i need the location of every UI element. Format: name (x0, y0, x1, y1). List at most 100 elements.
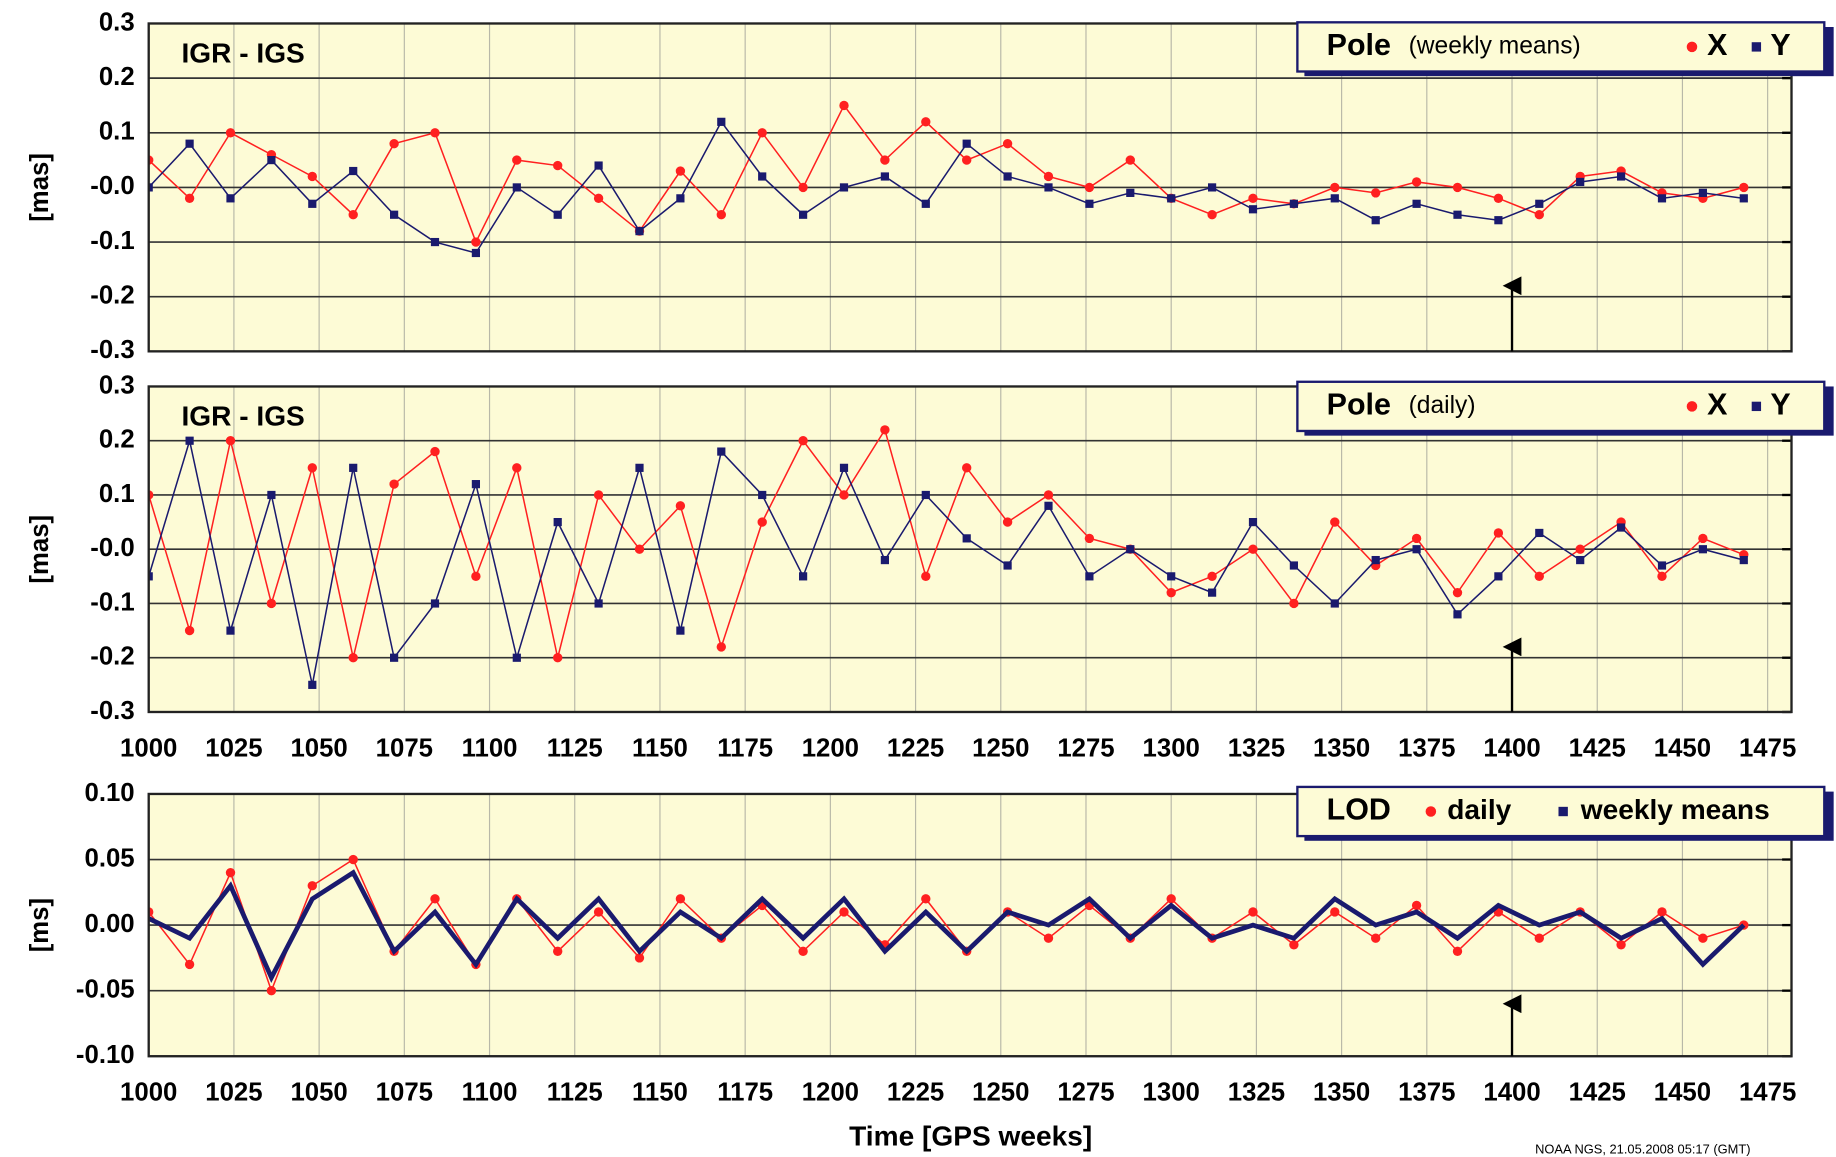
data-point (390, 210, 399, 219)
data-point (839, 490, 849, 500)
x-tick-label: 1250 (972, 1079, 1029, 1107)
data-point (184, 959, 195, 970)
data-point (185, 139, 194, 148)
data-point (226, 626, 235, 635)
plot-data (148, 854, 1749, 996)
data-point (267, 490, 276, 500)
legend-subtitle: (weekly means) (1409, 32, 1581, 59)
data-point (349, 166, 358, 176)
data-point (1085, 572, 1094, 581)
data-point (1371, 933, 1381, 943)
data-point (1330, 599, 1339, 608)
data-point (348, 653, 358, 663)
data-point (430, 237, 440, 247)
data-point (1739, 555, 1748, 565)
legend-marker (1686, 401, 1698, 412)
data-point (185, 436, 194, 445)
legend-marker (1686, 41, 1698, 53)
data-point (307, 171, 317, 182)
data-point (349, 463, 358, 472)
data-point (1167, 572, 1176, 581)
data-point (676, 626, 685, 635)
x-tick-label: 1350 (1313, 1079, 1370, 1107)
y-tick-label: -0.2 (90, 643, 134, 671)
x-tick-label: 1025 (205, 734, 262, 762)
data-point (1575, 544, 1585, 554)
y-tick-label: -0.10 (76, 1041, 135, 1069)
y-tick-label: -0.1 (90, 227, 134, 255)
data-point (1043, 171, 1054, 182)
data-point (1412, 545, 1421, 554)
data-point (390, 653, 399, 662)
x-tick-label: 1200 (802, 734, 859, 762)
data-point (225, 436, 236, 446)
y-tick-label: 0.1 (99, 118, 135, 146)
data-point (1248, 205, 1258, 214)
x-tick-label: 1200 (802, 1079, 859, 1107)
legend-box (1296, 21, 1826, 73)
data-point (593, 907, 604, 917)
annotation: IGR - IGS (181, 38, 304, 69)
data-point (675, 894, 686, 904)
legend-marker (1558, 806, 1568, 817)
data-point (430, 599, 440, 608)
data-point (1248, 518, 1258, 527)
data-point (1289, 940, 1299, 950)
annotation: IGR - IGS (181, 401, 304, 432)
y-tick-label: 0.2 (99, 63, 135, 91)
data-point (184, 625, 195, 636)
x-tick-label: 1150 (632, 1079, 688, 1107)
data-point (267, 155, 276, 165)
data-point (308, 199, 317, 208)
x-tick-label: 1175 (717, 1079, 773, 1107)
data-point (184, 193, 195, 204)
data-point (1044, 501, 1053, 510)
data-point (1371, 555, 1380, 565)
data-point (1535, 528, 1544, 538)
data-point (225, 867, 236, 878)
x-tick-label: 1400 (1483, 734, 1540, 762)
data-point (1248, 544, 1258, 554)
data-point (1043, 490, 1054, 500)
data-point (512, 463, 522, 473)
x-tick-label: 1125 (547, 734, 603, 762)
x-tick-label: 1000 (120, 1079, 177, 1107)
legend-marker (1425, 806, 1437, 817)
data-point (1534, 933, 1544, 943)
data-point (1657, 571, 1667, 582)
data-point (430, 446, 440, 457)
data-point (471, 237, 481, 247)
data-point (1207, 183, 1217, 192)
data-point (1371, 188, 1381, 198)
legend-label: Y (1770, 387, 1790, 421)
data-point (798, 436, 808, 446)
data-point (1698, 533, 1708, 544)
x-tick-label: 1425 (1569, 1079, 1626, 1107)
y-tick-label: 0.10 (85, 779, 135, 807)
data-point (798, 946, 808, 957)
data-point (880, 555, 889, 565)
data-point (148, 183, 153, 192)
data-point (553, 210, 562, 219)
data-point (675, 501, 686, 511)
data-point (1043, 933, 1054, 943)
data-point (1534, 571, 1544, 582)
x-tick-label: 1450 (1654, 1079, 1711, 1107)
legend-title: Pole (1327, 387, 1391, 421)
data-point (1534, 210, 1544, 220)
plot-frame (147, 385, 1793, 714)
data-point (1698, 188, 1707, 197)
data-point (758, 172, 767, 181)
x-tick-label: 1000 (120, 734, 177, 762)
data-point (1126, 545, 1135, 554)
series-line (148, 869, 1746, 983)
data-point (1453, 210, 1462, 219)
x-tick-label: 1325 (1228, 1079, 1285, 1107)
data-point (389, 479, 399, 489)
data-point (1412, 199, 1421, 208)
data-point (307, 463, 317, 473)
y-tick-label: 0.3 (99, 371, 135, 399)
data-point (430, 128, 440, 138)
legend-label: weekly means (1580, 794, 1770, 825)
data-point (389, 139, 399, 149)
